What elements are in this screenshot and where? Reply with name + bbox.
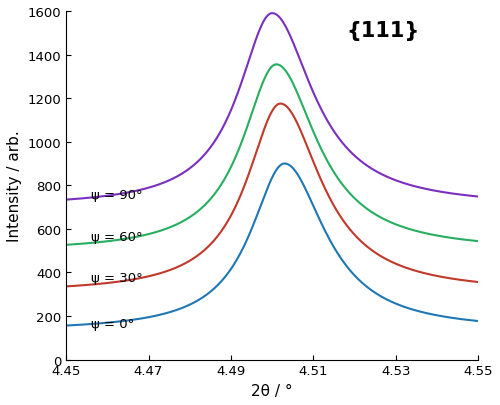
X-axis label: 2θ / °: 2θ / ° [252,383,293,398]
Text: ψ = 90°: ψ = 90° [91,188,142,201]
Text: ψ = 60°: ψ = 60° [91,230,142,243]
Text: ψ = 0°: ψ = 0° [91,318,134,330]
Text: {111}: {111} [346,21,420,40]
Y-axis label: Intensity / arb.: Intensity / arb. [7,130,22,241]
Text: ψ = 30°: ψ = 30° [91,272,142,285]
